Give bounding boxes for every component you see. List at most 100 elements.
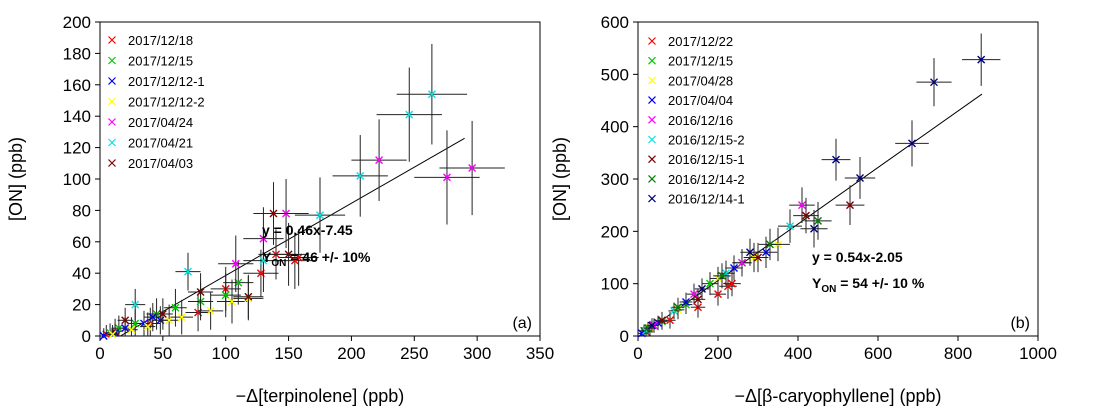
data-point (228, 297, 236, 306)
data-point (143, 322, 152, 331)
y-tick-label: 140 (63, 107, 91, 126)
yield-value: = 46 +/- 10% (286, 249, 371, 265)
chart-panel-0: 0 50 100 150 200 250 300 350 0 20 40 60 80 100 120 140 1… (6, 13, 554, 406)
data-point (810, 224, 818, 233)
data-point (798, 201, 806, 210)
data-point (674, 303, 682, 312)
y-tick-label: 200 (601, 222, 629, 241)
data-point (206, 306, 215, 315)
legend-label: 2017/04/04 (668, 93, 733, 108)
legend-label: 2016/12/16 (668, 113, 733, 128)
data-point (127, 325, 136, 334)
data-point (294, 253, 303, 262)
legend-label: 2016/12/14-1 (668, 192, 745, 207)
data-point (316, 211, 324, 220)
data-point (802, 211, 810, 220)
data-point (405, 110, 414, 119)
panel-label: (b) (1010, 315, 1030, 332)
legend-label: 2016/12/15-1 (668, 152, 745, 167)
legend-label: 2017/12/18 (128, 33, 193, 48)
data-point (121, 316, 130, 325)
data-point (442, 173, 451, 182)
legend-marker (108, 159, 116, 167)
y-tick-label: 100 (601, 275, 629, 294)
x-tick-label: 600 (864, 344, 892, 363)
data-point (856, 173, 864, 182)
data-point (99, 332, 108, 340)
legend-marker (108, 118, 116, 126)
data-point (846, 201, 854, 210)
yield-subscript: ON (271, 258, 286, 269)
data-point (658, 316, 666, 325)
legend: 2017/12/18 2017/12/15 2017/12/12-1 2017/12/… (108, 33, 205, 171)
data-point (131, 300, 140, 309)
legend-marker (648, 115, 656, 124)
legend-marker (108, 97, 116, 106)
data-point (690, 290, 698, 299)
data-point (427, 90, 436, 99)
data-point (184, 267, 192, 276)
x-tick-label: 50 (153, 344, 172, 363)
data-point (714, 290, 722, 299)
data-point (221, 291, 230, 300)
data-point (158, 310, 167, 319)
data-point (706, 279, 714, 288)
x-tick-label: 1000 (1019, 344, 1057, 363)
data-point (666, 316, 674, 325)
x-axis-label: −Δ[terpinolene] (ppb) (236, 386, 405, 406)
legend-label: 2016/12/15-2 (668, 133, 745, 148)
data-point (375, 156, 384, 165)
fit-equation: y = 0.54x-2.05 (812, 249, 903, 265)
yield-annotation: YON = 46 +/- 10% (262, 249, 371, 269)
legend-label: 2017/04/28 (668, 73, 733, 88)
legend-label: 2017/12/12-1 (128, 74, 205, 89)
y-tick-label: 0 (620, 327, 629, 346)
x-tick-label: 0 (633, 344, 642, 363)
series-3 (638, 236, 778, 338)
y-tick-label: 400 (601, 118, 629, 137)
legend-marker (648, 96, 656, 105)
data-point (231, 259, 240, 268)
y-tick-label: 200 (63, 13, 91, 32)
y-tick-label: 500 (601, 65, 629, 84)
legend-label: 2017/12/22 (668, 34, 733, 49)
x-tick-label: 350 (526, 344, 554, 363)
data-point (718, 271, 726, 280)
fit-equation: y = 0.46x-7.45 (262, 222, 353, 238)
legend-label: 2017/04/24 (128, 115, 193, 130)
legend: 2017/12/22 2017/12/15 2017/04/28 2017/04/04… (648, 34, 745, 207)
legend-marker (108, 77, 116, 85)
legend-label: 2017/12/15 (128, 54, 193, 69)
y-tick-label: 100 (63, 170, 91, 189)
legend-marker (108, 36, 116, 44)
data-point (977, 55, 986, 64)
legend-label: 2016/12/14-2 (668, 172, 745, 187)
data-point (468, 164, 477, 173)
data-point (284, 250, 293, 259)
y-tick-label: 120 (63, 139, 91, 158)
legend-marker (648, 135, 656, 144)
data-point (171, 303, 180, 312)
data-point (356, 171, 365, 180)
y-tick-label: 160 (63, 76, 91, 95)
x-tick-label: 100 (212, 344, 240, 363)
data-point (259, 256, 268, 265)
data-point (762, 248, 770, 257)
y-tick-label: 0 (82, 327, 91, 346)
legend-marker (108, 138, 116, 147)
series-8 (647, 33, 1001, 333)
series-2 (645, 227, 790, 336)
series-3 (107, 276, 264, 339)
data-point (131, 319, 140, 328)
y-tick-label: 80 (72, 201, 91, 220)
yield-value: = 54 +/- 10 % (836, 275, 924, 291)
data-point (108, 330, 117, 339)
data-point (148, 313, 157, 322)
legend-label: 2017/12/15 (668, 54, 733, 69)
x-tick-label: 250 (400, 344, 428, 363)
series-7 (644, 202, 832, 335)
data-point (698, 284, 706, 293)
series-5 (125, 43, 468, 321)
x-axis-label: −Δ[β-caryophyllene] (ppb) (735, 386, 942, 406)
data-point (728, 279, 736, 288)
